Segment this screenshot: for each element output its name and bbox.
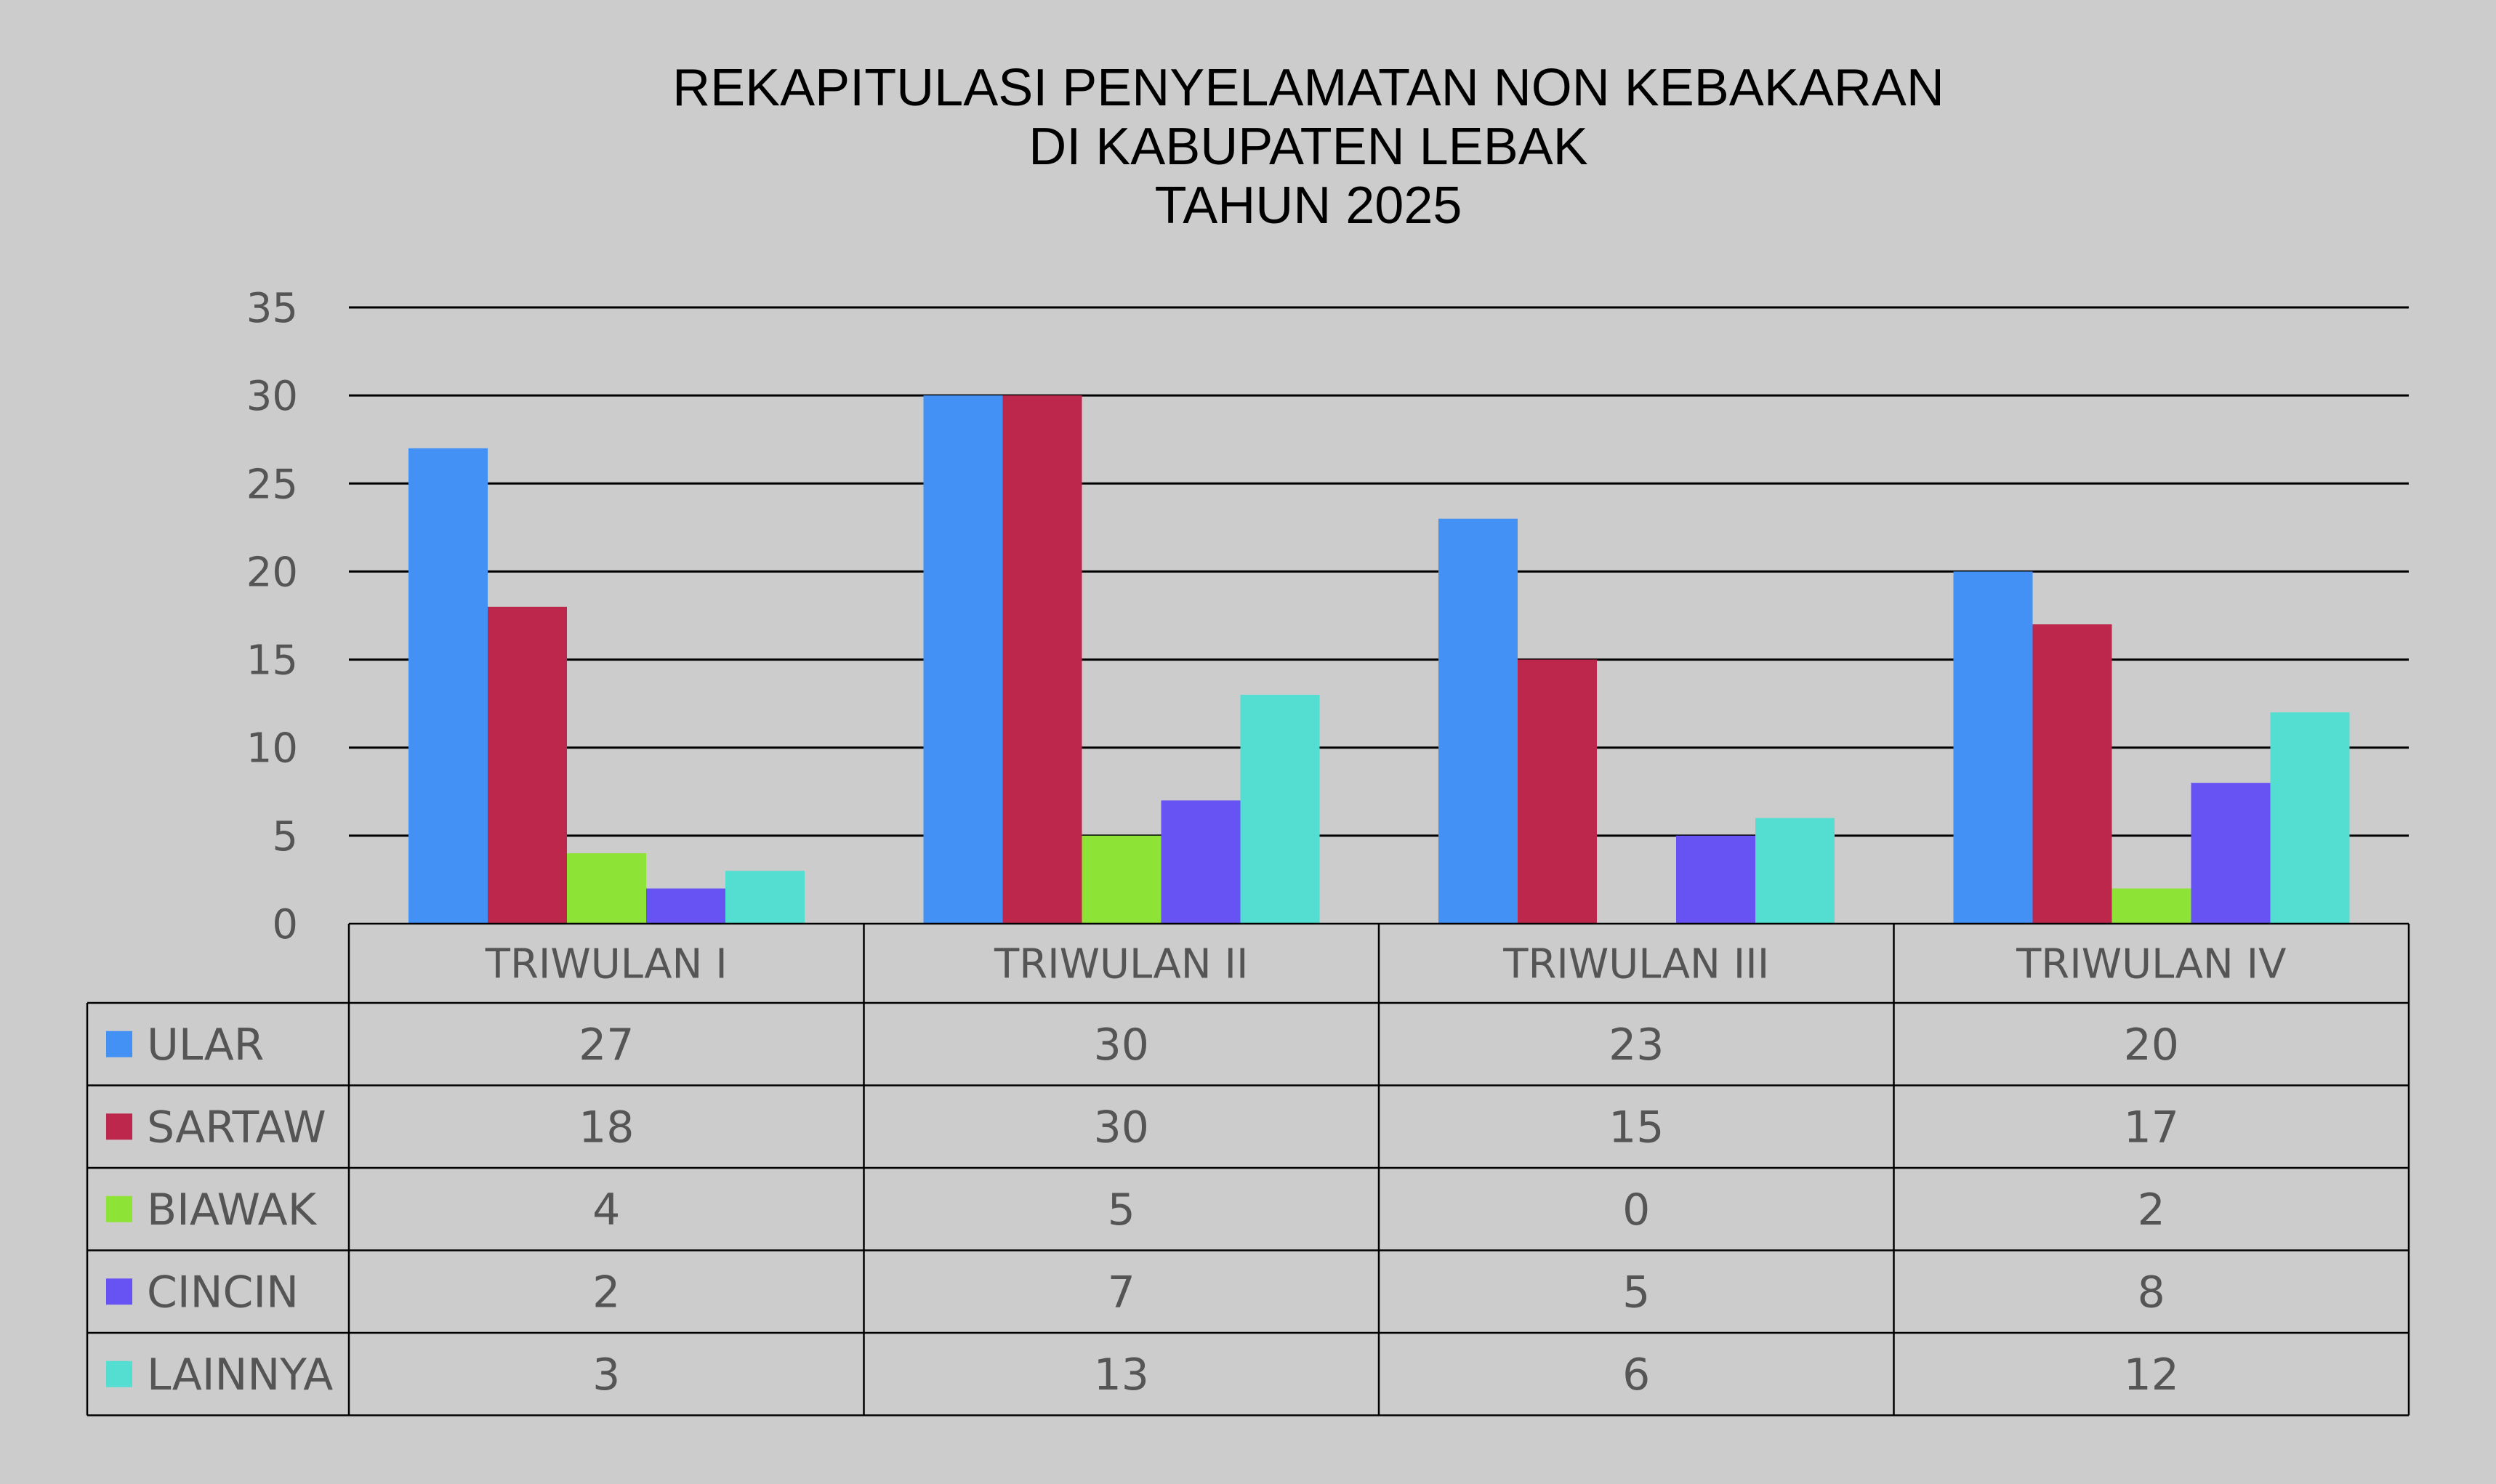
y-tick-label: 5 bbox=[272, 813, 298, 860]
table-cell-value: 4 bbox=[592, 1185, 620, 1235]
chart-title: REKAPITULASI PENYELAMATAN NON KEBAKARAN … bbox=[672, 59, 1944, 235]
y-axis-ticks: 0 5 10 15 20 25 30 35 bbox=[246, 285, 298, 948]
y-tick-label: 0 bbox=[272, 901, 298, 948]
table-cell-value: 18 bbox=[579, 1102, 634, 1153]
table-cell-value: 5 bbox=[1108, 1185, 1135, 1235]
bar-biawak-2 bbox=[1082, 835, 1162, 924]
table-cell-value: 30 bbox=[1094, 1020, 1149, 1070]
legend-swatch-sartaw bbox=[106, 1113, 132, 1140]
bar-cincin-3 bbox=[1676, 835, 1755, 924]
legend-label: CINCIN bbox=[147, 1267, 299, 1318]
bar-sartaw-2 bbox=[1002, 395, 1082, 924]
table-cell-value: 13 bbox=[1094, 1350, 1149, 1400]
bar-lainnya-1 bbox=[725, 871, 805, 924]
table-cell-value: 6 bbox=[1622, 1350, 1650, 1400]
bar-lainnya-3 bbox=[1755, 818, 1835, 924]
legend-swatch-biawak bbox=[106, 1195, 132, 1222]
category-label: TRIWULAN IV bbox=[2016, 941, 2286, 988]
bar-cincin-4 bbox=[2191, 783, 2271, 924]
gridlines bbox=[349, 306, 2409, 837]
y-tick-label: 30 bbox=[246, 373, 298, 420]
table-cell-value: 12 bbox=[2124, 1350, 2179, 1400]
table-cell-value: 2 bbox=[592, 1267, 620, 1318]
bars bbox=[408, 395, 2350, 924]
table-cell-value: 15 bbox=[1609, 1102, 1664, 1153]
legend-swatch-lainnya bbox=[106, 1360, 132, 1387]
y-tick-label: 15 bbox=[246, 637, 298, 685]
table-cell-value: 20 bbox=[2124, 1020, 2179, 1070]
category-label: TRIWULAN III bbox=[1502, 941, 1769, 988]
y-tick-label: 35 bbox=[246, 285, 298, 332]
chart-title-line-3: TAHUN 2025 bbox=[1155, 177, 1462, 235]
table-cell-value: 27 bbox=[579, 1020, 634, 1070]
table-cell-value: 17 bbox=[2124, 1102, 2179, 1153]
bar-biawak-1 bbox=[567, 853, 646, 924]
bar-lainnya-4 bbox=[2270, 712, 2350, 924]
y-tick-label: 25 bbox=[246, 461, 298, 508]
y-tick-label: 10 bbox=[246, 725, 298, 773]
bar-ular-3 bbox=[1438, 518, 1518, 924]
legend-label: SARTAW bbox=[147, 1102, 326, 1153]
table-cell-value: 23 bbox=[1609, 1020, 1664, 1070]
table-cell-value: 8 bbox=[2138, 1267, 2165, 1318]
bar-lainnya-2 bbox=[1240, 695, 1320, 924]
table-cell-value: 3 bbox=[592, 1350, 620, 1400]
bar-cincin-2 bbox=[1161, 800, 1241, 924]
bar-cincin-1 bbox=[646, 888, 725, 924]
legend-label: BIAWAK bbox=[147, 1185, 318, 1235]
legend-label: LAINNYA bbox=[147, 1350, 333, 1400]
bar-sartaw-1 bbox=[488, 606, 567, 924]
category-label: TRIWULAN I bbox=[485, 941, 728, 988]
data-table: TRIWULAN I TRIWULAN II TRIWULAN III TRIWULA… bbox=[86, 922, 2410, 1416]
legend-swatch-ular bbox=[106, 1031, 132, 1057]
chart-title-line-1: REKAPITULASI PENYELAMATAN NON KEBAKARAN bbox=[672, 59, 1944, 117]
bar-sartaw-3 bbox=[1518, 659, 1597, 924]
category-label: TRIWULAN II bbox=[994, 941, 1249, 988]
legend-swatch-cincin bbox=[106, 1278, 132, 1305]
bar-ular-1 bbox=[408, 448, 488, 924]
bar-sartaw-4 bbox=[2032, 624, 2112, 924]
table-cell-value: 30 bbox=[1094, 1102, 1149, 1153]
bar-ular-2 bbox=[923, 395, 1003, 924]
legend-label: ULAR bbox=[147, 1020, 264, 1070]
table-cell-value: 5 bbox=[1622, 1267, 1650, 1318]
table-cell-value: 7 bbox=[1108, 1267, 1135, 1318]
chart-title-line-2: DI KABUPATEN LEBAK bbox=[1028, 118, 1588, 176]
y-tick-label: 20 bbox=[246, 549, 298, 596]
bar-biawak-4 bbox=[2111, 888, 2191, 924]
table-cell-value: 2 bbox=[2138, 1185, 2165, 1235]
bar-ular-4 bbox=[1953, 571, 2033, 924]
table-cell-value: 0 bbox=[1622, 1185, 1650, 1235]
